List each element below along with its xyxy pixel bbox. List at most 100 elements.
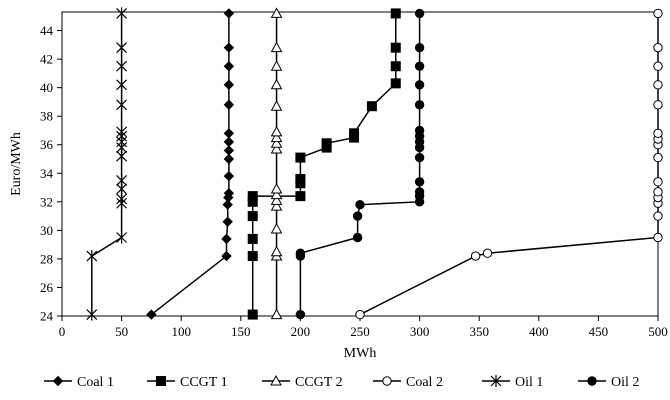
- legend-marker-ccgt-1: [156, 376, 166, 386]
- data-point-coal-2: [653, 177, 663, 187]
- data-point-coal-2: [653, 61, 663, 71]
- data-point-coal-1: [146, 309, 157, 320]
- data-point-ccgt-2: [270, 182, 283, 194]
- data-point-ccgt-2: [270, 131, 283, 143]
- data-point-oil-2: [414, 125, 425, 136]
- y-tick-label: 24: [40, 309, 54, 324]
- y-tick-label: 34: [40, 166, 54, 181]
- data-point-oil-2: [414, 61, 425, 71]
- x-tick-label: 200: [291, 324, 311, 339]
- y-tick-label: 36: [40, 137, 54, 152]
- data-point-ccgt-2: [270, 194, 283, 205]
- data-point-ccgt-2: [270, 245, 283, 257]
- data-point-coal-1: [221, 250, 232, 262]
- data-point-oil-1: [116, 98, 128, 111]
- legend-marker-oil-1: [490, 375, 502, 387]
- data-point-ccgt-1: [247, 233, 258, 244]
- legend: Coal 1 CCGT 1 CCGT 2 Coal 2 Oil 1 Oil 2: [44, 374, 639, 390]
- data-point-coal-1: [223, 188, 235, 199]
- data-point-coal-2: [482, 248, 493, 258]
- data-point-oil-1: [86, 250, 98, 263]
- x-tick-label: 300: [410, 324, 430, 339]
- data-point-ccgt-1: [247, 211, 258, 222]
- series-coal-1: [146, 8, 235, 320]
- y-tick-label: 26: [40, 280, 54, 295]
- legend-marker-coal-2: [382, 376, 392, 386]
- y-tick-label: 42: [40, 52, 53, 67]
- data-point-ccgt-1: [349, 128, 360, 139]
- data-point-ccgt-2: [270, 308, 283, 320]
- data-point-coal-2: [653, 8, 663, 19]
- data-point-oil-2: [414, 152, 425, 163]
- data-point-coal-1: [223, 79, 235, 90]
- data-point-ccgt-1: [390, 61, 401, 72]
- series-coal-2: [355, 8, 663, 320]
- x-tick-label: 250: [350, 324, 370, 339]
- y-axis-title: Euro/MWh: [9, 132, 24, 196]
- x-tick-label: 100: [171, 324, 191, 339]
- data-point-ccgt-1: [295, 152, 306, 163]
- legend-label: Oil 1: [515, 375, 543, 390]
- data-point-coal-2: [653, 187, 663, 197]
- x-tick-label: 450: [589, 324, 609, 339]
- data-point-oil-1: [116, 231, 128, 244]
- data-point-coal-1: [221, 233, 232, 245]
- legend-marker-ccgt-2: [270, 374, 282, 386]
- data-point-coal-1: [223, 99, 235, 110]
- data-point-oil-2: [352, 211, 363, 221]
- data-point-ccgt-1: [295, 191, 306, 202]
- data-point-coal-2: [653, 211, 663, 221]
- data-point-coal-1: [223, 145, 235, 156]
- data-point-ccgt-2: [270, 41, 283, 53]
- data-point-coal-1: [222, 216, 233, 228]
- data-point-oil-2: [295, 248, 306, 258]
- data-point-ccgt-1: [247, 251, 258, 262]
- data-point-ccgt-1: [247, 191, 258, 202]
- plot-area: [61, 11, 659, 317]
- data-point-oil-1: [116, 60, 128, 73]
- data-point-ccgt-2: [270, 125, 283, 137]
- data-point-coal-1: [223, 8, 235, 19]
- data-point-oil-1: [116, 174, 128, 187]
- data-point-ccgt-2: [270, 222, 283, 234]
- data-point-coal-2: [653, 80, 663, 90]
- data-point-coal-1: [222, 199, 233, 210]
- legend-label: Oil 2: [611, 375, 639, 390]
- legend-marker-coal-1: [52, 375, 64, 387]
- data-point-oil-2: [414, 80, 425, 90]
- data-point-oil-2: [414, 8, 425, 19]
- series-layer: [86, 7, 663, 321]
- data-point-oil-1: [116, 41, 128, 54]
- series-oil-2: [295, 8, 425, 320]
- data-point-coal-1: [223, 42, 235, 53]
- legend-item-ccgt-1: CCGT 1: [147, 375, 228, 390]
- data-point-coal-2: [653, 100, 663, 110]
- data-point-oil-2: [352, 232, 363, 243]
- series-ccgt-2: [270, 7, 283, 320]
- data-point-ccgt-2: [270, 100, 283, 111]
- data-point-ccgt-2: [270, 7, 283, 18]
- series-ccgt-1: [247, 8, 401, 320]
- data-point-coal-2: [653, 42, 663, 53]
- data-point-oil-1: [86, 308, 98, 321]
- legend-marker-oil-2: [587, 376, 597, 386]
- data-point-ccgt-1: [321, 138, 332, 149]
- data-point-coal-1: [223, 61, 235, 72]
- data-point-ccgt-2: [270, 78, 283, 90]
- y-tick-label: 30: [40, 223, 53, 238]
- x-tick-label: 350: [469, 324, 489, 339]
- data-point-coal-1: [223, 136, 235, 148]
- legend-label: CCGT 2: [295, 375, 343, 390]
- data-point-oil-1: [116, 125, 128, 138]
- x-tick-label: 50: [115, 324, 128, 339]
- y-tick-label: 28: [40, 251, 53, 266]
- x-axis-title: MWh: [344, 346, 377, 361]
- legend-item-ccgt-2: CCGT 2: [262, 374, 343, 390]
- data-point-ccgt-2: [270, 137, 283, 148]
- data-point-oil-1: [116, 7, 128, 20]
- legend-item-oil-2: Oil 2: [578, 375, 639, 390]
- y-tick-label: 32: [40, 194, 53, 209]
- data-point-ccgt-1: [390, 42, 401, 53]
